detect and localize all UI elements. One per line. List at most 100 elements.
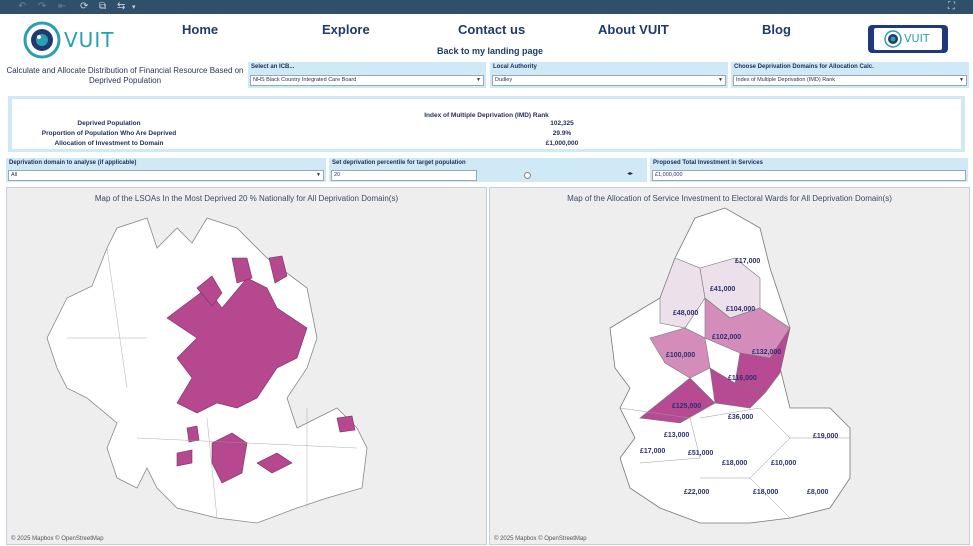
summary-table: Index of Multiple Deprivation (IMD) Rank… <box>12 99 961 149</box>
deprived-area <box>231 257 253 284</box>
ward-label: £48,000 <box>673 310 698 317</box>
ward-label: £125,000 <box>672 403 701 410</box>
ward-map-canvas: £17,000 £41,000 £48,000 £104,000 £102,00… <box>490 188 969 544</box>
domain-control: Deprivation domain to analyse (if applic… <box>6 158 326 182</box>
investment-input[interactable]: £1,000,000 <box>652 170 966 181</box>
eye-logo-icon <box>23 21 61 59</box>
icb-filter: Select an ICB... NHS Black Country Integ… <box>248 62 486 88</box>
nav-explore[interactable]: Explore <box>322 22 370 37</box>
summary-header: Index of Multiple Deprivation (IMD) Rank <box>424 112 549 119</box>
logo-button-text: VUIT <box>904 32 930 45</box>
ward-label: £8,000 <box>807 489 829 496</box>
percentile-input[interactable]: 20 <box>331 170 477 181</box>
investment-control-label: Proposed Total Investment in Services <box>653 160 763 166</box>
app-toolbar: ↶ ↷ ⇤ ⟳ ⧉ ⇆ ▾ ⛶ <box>0 0 973 14</box>
domain-select[interactable]: All ▼ <box>8 170 324 181</box>
fullscreen-icon[interactable]: ⛶ <box>948 1 955 12</box>
nav-home[interactable]: Home <box>182 22 219 37</box>
percentile-value: 20 <box>334 172 341 178</box>
summary-label: Allocation of Investment to Domain <box>54 140 164 147</box>
ward-map-title: Map of the Allocation of Service Investm… <box>567 194 892 203</box>
investment-value: £1,000,000 <box>655 172 683 178</box>
logo-text: VUIT <box>64 28 115 52</box>
ward-label: £102,000 <box>712 334 741 341</box>
nav-contact[interactable]: Contact us <box>458 22 526 37</box>
ward-label: £41,000 <box>710 286 735 293</box>
lsoa-map-title: Map of the LSOAs In the Most Deprived 20… <box>94 194 399 203</box>
domains-select-value: Index of Multiple Deprivation (IMD) Rank <box>736 77 836 83</box>
chevron-down-icon[interactable]: ▾ <box>132 3 136 11</box>
deprived-area <box>256 452 293 474</box>
summary-label: Deprived Population <box>77 120 141 127</box>
domains-filter-label: Choose Deprivation Domains for Allocatio… <box>734 64 874 70</box>
ward-label: £104,000 <box>726 306 755 313</box>
deprived-area <box>166 277 308 414</box>
percentile-slider-handle[interactable] <box>524 172 531 179</box>
local-authority-select[interactable]: Dudley ▼ <box>492 75 726 86</box>
redo-icon[interactable]: ↷ <box>38 1 47 12</box>
percentile-control: Set deprivation percentile for target po… <box>329 158 647 182</box>
refresh-icon[interactable]: ⟳ <box>80 1 89 12</box>
investment-control: Proposed Total Investment in Services £1… <box>650 158 968 182</box>
summary-value: 102,325 <box>550 120 574 127</box>
lsoa-map-canvas <box>7 188 486 544</box>
deprived-area <box>186 425 200 443</box>
domain-select-value: All <box>11 172 18 178</box>
ward-area <box>709 367 766 409</box>
undo-icon[interactable]: ↶ <box>18 1 27 12</box>
local-authority-label: Local Authority <box>493 64 537 70</box>
ward-label: £19,000 <box>813 433 838 440</box>
chevron-down-icon: ▼ <box>959 77 964 83</box>
deprived-area <box>336 415 356 433</box>
icb-select-value: NHS Black Country Integrated Care Board <box>253 77 357 83</box>
summary-value: 29.9% <box>552 130 572 137</box>
summary-panel: Index of Multiple Deprivation (IMD) Rank… <box>8 96 965 152</box>
domains-filter: Choose Deprivation Domains for Allocatio… <box>731 62 969 88</box>
ward-label: £17,000 <box>640 448 665 455</box>
pause-icon[interactable]: ⧉ <box>99 1 107 12</box>
deprived-area <box>176 449 193 467</box>
revert-icon[interactable]: ⇤ <box>58 1 67 12</box>
ward-label: £51,000 <box>688 450 713 457</box>
ward-label: £18,000 <box>722 460 747 467</box>
chevron-right-icon[interactable]: ▸ <box>630 171 634 177</box>
percentile-control-label: Set deprivation percentile for target po… <box>332 160 466 166</box>
local-authority-filter: Local Authority Dudley ▼ <box>490 62 728 88</box>
lsoa-boundaries <box>67 247 358 519</box>
deprived-area <box>196 275 223 307</box>
lsoa-map[interactable]: Map of the LSOAs In the Most Deprived 20… <box>6 187 487 545</box>
map-attribution: © 2025 Mapbox © OpenStreetMap <box>494 536 587 542</box>
ward-area <box>639 377 716 424</box>
chevron-down-icon: ▼ <box>718 77 723 83</box>
page-title: Calculate and Allocate Distribution of F… <box>6 66 244 85</box>
local-authority-value: Dudley <box>495 77 513 83</box>
icb-select[interactable]: NHS Black Country Integrated Care Board … <box>250 75 484 86</box>
vuit-logo[interactable]: VUIT <box>20 20 116 60</box>
summary-value: £1,000,000 <box>545 140 579 147</box>
map-attribution: © 2025 Mapbox © OpenStreetMap <box>11 536 104 542</box>
ward-label: £116,000 <box>728 375 757 382</box>
ward-label: £17,000 <box>735 258 760 265</box>
ward-label: £36,000 <box>728 414 753 421</box>
vuit-logo-button[interactable]: VUIT <box>868 25 948 53</box>
icb-filter-label: Select an ICB... <box>251 64 295 70</box>
ward-label: £22,000 <box>684 489 709 496</box>
summary-label: Proportion of Population Who Are Deprive… <box>41 130 177 137</box>
ward-boundaries <box>619 407 850 519</box>
domain-control-label: Deprivation domain to analyse (if applic… <box>9 160 137 166</box>
ward-label: £132,000 <box>752 349 781 356</box>
percentile-stepper[interactable]: ◂▸ <box>627 170 642 179</box>
logo-button-inner: VUIT <box>874 28 942 50</box>
ward-label: £18,000 <box>753 489 778 496</box>
nav-about[interactable]: About VUIT <box>598 22 669 37</box>
nav-blog[interactable]: Blog <box>762 22 791 37</box>
deprived-area <box>211 432 248 484</box>
share-icon[interactable]: ⇆ <box>117 1 126 12</box>
ward-label: £100,000 <box>666 352 695 359</box>
deprived-area <box>268 255 288 284</box>
chevron-left-icon[interactable]: ◂ <box>627 171 631 177</box>
ward-allocation-map[interactable]: £17,000 £41,000 £48,000 £104,000 £102,00… <box>489 187 970 545</box>
domains-select[interactable]: Index of Multiple Deprivation (IMD) Rank… <box>733 75 967 86</box>
ward-label: £13,000 <box>664 432 689 439</box>
back-to-landing-link[interactable]: Back to my landing page <box>437 46 544 56</box>
